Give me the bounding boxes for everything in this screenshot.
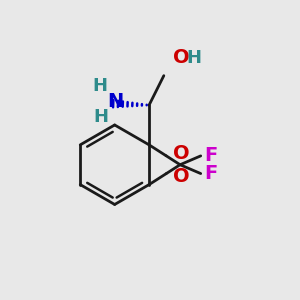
Text: H: H [92, 77, 107, 95]
Text: O: O [172, 144, 189, 163]
Text: N: N [107, 92, 123, 111]
Text: F: F [204, 164, 218, 183]
Text: O: O [172, 167, 189, 185]
Text: O: O [172, 49, 189, 68]
Text: H: H [93, 108, 108, 126]
Text: F: F [204, 146, 218, 165]
Text: H: H [186, 49, 201, 67]
